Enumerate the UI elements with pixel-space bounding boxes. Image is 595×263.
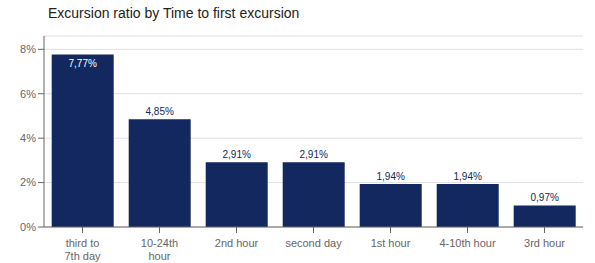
svg-text:third to7th day: third to7th day	[64, 237, 101, 262]
svg-text:2%: 2%	[20, 176, 36, 188]
svg-text:0,97%: 0,97%	[531, 192, 559, 203]
svg-text:4,85%: 4,85%	[146, 106, 174, 117]
svg-text:2,91%: 2,91%	[223, 149, 251, 160]
svg-text:second day: second day	[285, 237, 342, 249]
svg-text:6%: 6%	[20, 88, 36, 100]
svg-text:2nd hour: 2nd hour	[215, 237, 259, 249]
svg-text:0%: 0%	[20, 221, 36, 233]
svg-text:3rd hour: 3rd hour	[524, 237, 565, 249]
svg-text:2,91%: 2,91%	[300, 149, 328, 160]
html-text:Excursion ratio by Time to fir: Excursion ratio by Time to first excursi…	[48, 5, 300, 21]
svg-text:4%: 4%	[20, 132, 36, 144]
svg-text:10-24thhour: 10-24thhour	[141, 237, 178, 262]
svg-text:7,77%: 7,77%	[69, 58, 97, 69]
svg-text:1st hour: 1st hour	[371, 237, 411, 249]
svg-text:1,94%: 1,94%	[454, 171, 482, 182]
svg-text:1,94%: 1,94%	[377, 171, 405, 182]
svg-text:4-10th hour: 4-10th hour	[439, 237, 496, 249]
svg-text:8%: 8%	[20, 43, 36, 55]
